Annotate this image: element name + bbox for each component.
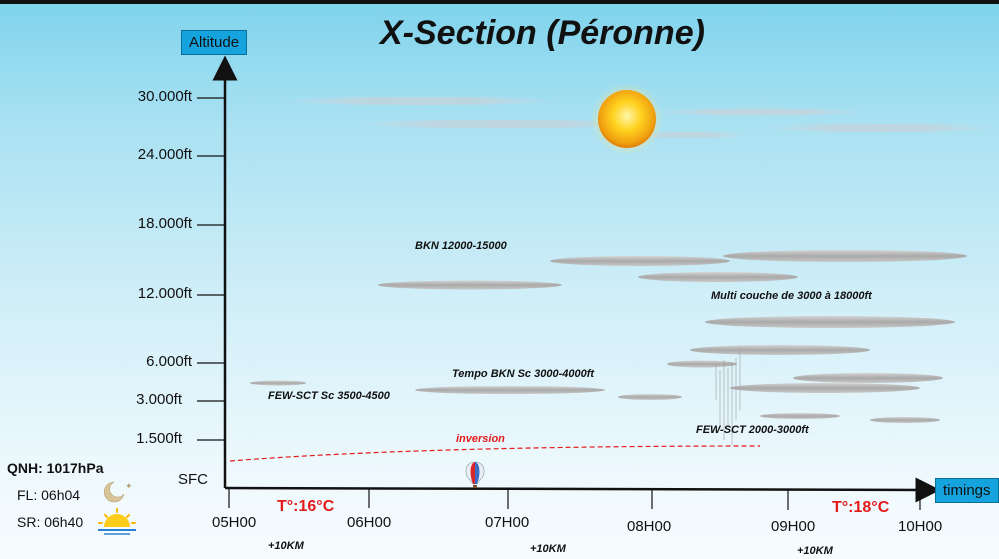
- balloon-icon: [465, 461, 485, 488]
- cloud-label-multi: Multi couche de 3000 à 18000ft: [711, 290, 872, 302]
- moon-icon: ✦: [103, 481, 133, 503]
- sun-icon: [591, 83, 663, 155]
- distance-label: +10KM: [530, 543, 566, 555]
- altitude-label: 30.000ft: [137, 88, 192, 105]
- x-axis-label: timings: [935, 478, 999, 503]
- altitude-label: 12.000ft: [137, 285, 192, 302]
- cloud-label-bkn: BKN 12000-15000: [415, 240, 507, 252]
- altitude-label: SFC: [178, 471, 208, 488]
- cloud-label-few-sct-left: FEW-SCT Sc 3500-4500: [268, 390, 390, 402]
- temperature-label: T°:18°C: [832, 499, 890, 516]
- cloud-label-few-sct-right: FEW-SCT 2000-3000ft: [696, 424, 809, 436]
- time-label: 06H00: [347, 514, 392, 531]
- y-axis-ticks: [197, 97, 225, 441]
- x-axis-ticks: [228, 488, 921, 510]
- high-haze-clouds: [280, 97, 999, 138]
- temperature-label: T°:16°C: [277, 498, 335, 515]
- inversion-line: [229, 445, 761, 462]
- altitude-label: 6.000ft: [146, 353, 192, 370]
- diagram-title: X-Section (Péronne): [380, 14, 705, 52]
- time-label: 08H00: [627, 518, 672, 535]
- svg-text:✦: ✦: [125, 482, 133, 492]
- time-label: 09H00: [771, 518, 816, 535]
- altitude-label: 1.500ft: [136, 430, 182, 447]
- distance-label: +10KM: [797, 545, 833, 557]
- altitude-label: 18.000ft: [137, 215, 192, 232]
- time-label: 10H00: [898, 518, 943, 535]
- distance-label: +10KM: [268, 540, 304, 552]
- rain-streaks: [715, 350, 741, 445]
- x-axis: [224, 477, 941, 503]
- time-label: 05H00: [212, 514, 257, 531]
- altitude-label: 24.000ft: [137, 146, 192, 163]
- top-border: [0, 0, 999, 4]
- altitude-label: 3.000ft: [136, 391, 182, 408]
- qnh-value: QNH: 1017hPa: [7, 460, 104, 476]
- fl-time: FL: 06h04: [17, 487, 81, 503]
- cloud-label-tempo: Tempo BKN Sc 3000-4000ft: [452, 368, 595, 380]
- y-axis-label: Altitude: [181, 30, 248, 55]
- sunrise-time: SR: 06h40: [17, 514, 84, 530]
- time-label: 07H00: [485, 514, 530, 531]
- cloud-layers: [250, 250, 967, 423]
- sunrise-icon: [98, 508, 136, 535]
- inversion-label: inversion: [456, 433, 505, 445]
